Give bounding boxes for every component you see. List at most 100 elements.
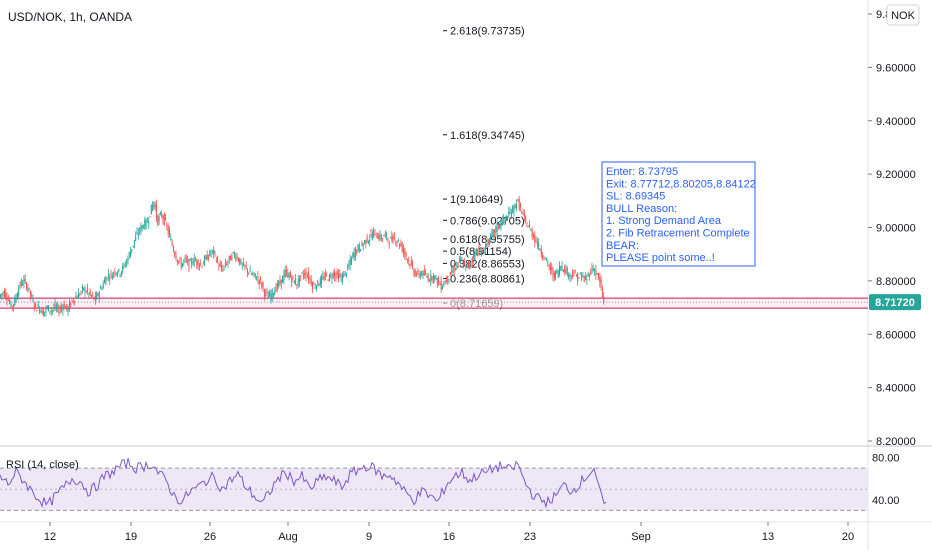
candle-body (83, 287, 85, 290)
candle-body (68, 302, 70, 310)
candle-body (52, 309, 53, 311)
candle-body (118, 269, 120, 272)
candle-body (269, 292, 271, 297)
candle-body (123, 264, 125, 266)
candle-body (308, 272, 310, 280)
candle-body (24, 278, 26, 281)
candle-body (93, 297, 95, 300)
candle-body (429, 280, 430, 282)
candle-body (22, 283, 24, 286)
trade-note-box[interactable] (601, 161, 756, 267)
candle-body (453, 267, 455, 272)
candle-body (373, 230, 375, 238)
candle-body (36, 310, 38, 312)
candle-body (0, 294, 1, 297)
candle-body (452, 269, 454, 273)
time-tick-label: 23 (524, 531, 536, 543)
candle-body (74, 300, 76, 302)
fib-level-label: 1.618(9.34745) (450, 130, 525, 142)
candle-body (76, 297, 78, 298)
candle-body (574, 269, 576, 273)
candle-body (478, 246, 480, 255)
candle-body (318, 284, 320, 287)
trade-note-line: 2. Fib Retracement Complete (606, 228, 750, 240)
candle-body (91, 295, 92, 297)
candle-body (510, 212, 512, 217)
candle-body (28, 287, 30, 290)
candle-body (492, 229, 494, 235)
candle-body (477, 252, 479, 254)
candle-body (390, 237, 391, 239)
candle-body (167, 227, 169, 234)
candle-body (211, 250, 213, 252)
candle-body (204, 256, 206, 265)
candle-body (109, 278, 111, 280)
fib-level-label: 1(9.10649) (450, 194, 503, 206)
candle-body (75, 295, 77, 299)
candle-body (253, 272, 255, 275)
candle-body (565, 269, 567, 274)
price-tick-label: 9.00000 (876, 223, 916, 235)
candle-body (145, 219, 147, 226)
candle-body (557, 270, 559, 278)
currency-badge-frame[interactable] (886, 4, 920, 26)
candle-body (88, 293, 90, 294)
currency-badge[interactable]: NOK (891, 10, 916, 22)
candle-body (133, 239, 135, 245)
support-zone[interactable] (0, 297, 868, 309)
candle-body (284, 269, 286, 277)
candle-body (383, 235, 385, 237)
candle-body (45, 307, 47, 312)
candle-body (300, 275, 302, 277)
trade-note-line: Enter: 8.73795 (606, 166, 678, 178)
candle-body (153, 201, 155, 208)
candle-body (270, 293, 272, 301)
candle-body (362, 244, 364, 248)
candle-body (85, 291, 87, 293)
time-tick-label: 19 (125, 531, 137, 543)
candle-body (392, 235, 394, 243)
candle-body (256, 279, 258, 281)
time-axis-ticks[interactable]: 12 19 26 Aug 9 16 23 Sep 13 20 (44, 522, 854, 543)
time-tick-label: 9 (366, 531, 372, 543)
candle-body (517, 199, 519, 201)
candle-body (170, 238, 172, 241)
candle-body (535, 240, 537, 242)
candle-body (503, 218, 505, 220)
candle-body (438, 278, 440, 282)
candle-body (252, 273, 254, 275)
candle-body (531, 230, 533, 237)
candle-body (569, 273, 571, 278)
candle-body (435, 275, 437, 277)
candle-body (183, 260, 185, 263)
candle-body (470, 262, 472, 264)
candle-body (110, 272, 112, 274)
candle-body (361, 242, 363, 246)
candle-body (227, 261, 229, 263)
candle-body (588, 274, 590, 277)
candle-body (579, 273, 581, 275)
candle-body (217, 256, 219, 263)
candle-body (321, 276, 323, 284)
candle-body (266, 291, 268, 293)
candle-body (391, 236, 393, 241)
candle-body (488, 239, 490, 245)
rsi-axis-ticks[interactable]: 80.00 40.00 (872, 453, 900, 507)
candle-body (559, 266, 560, 275)
candle-body (279, 280, 281, 284)
candle-body (162, 216, 164, 220)
candle-body (241, 263, 243, 265)
candle-body (9, 300, 11, 303)
price-axis-ticks[interactable]: 8.20000 8.40000 8.60000 8.80000 9.00000 9.200… (868, 9, 916, 448)
candle-body (601, 290, 603, 298)
candle-body (97, 293, 99, 296)
candle-body (48, 305, 50, 312)
candle-body (237, 258, 239, 262)
candle-body (3, 290, 5, 297)
candle-body (50, 309, 52, 312)
candle-body (585, 275, 586, 279)
candle-body (343, 274, 345, 278)
